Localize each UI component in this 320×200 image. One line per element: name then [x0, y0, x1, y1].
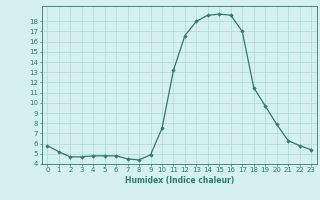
X-axis label: Humidex (Indice chaleur): Humidex (Indice chaleur): [124, 176, 234, 185]
